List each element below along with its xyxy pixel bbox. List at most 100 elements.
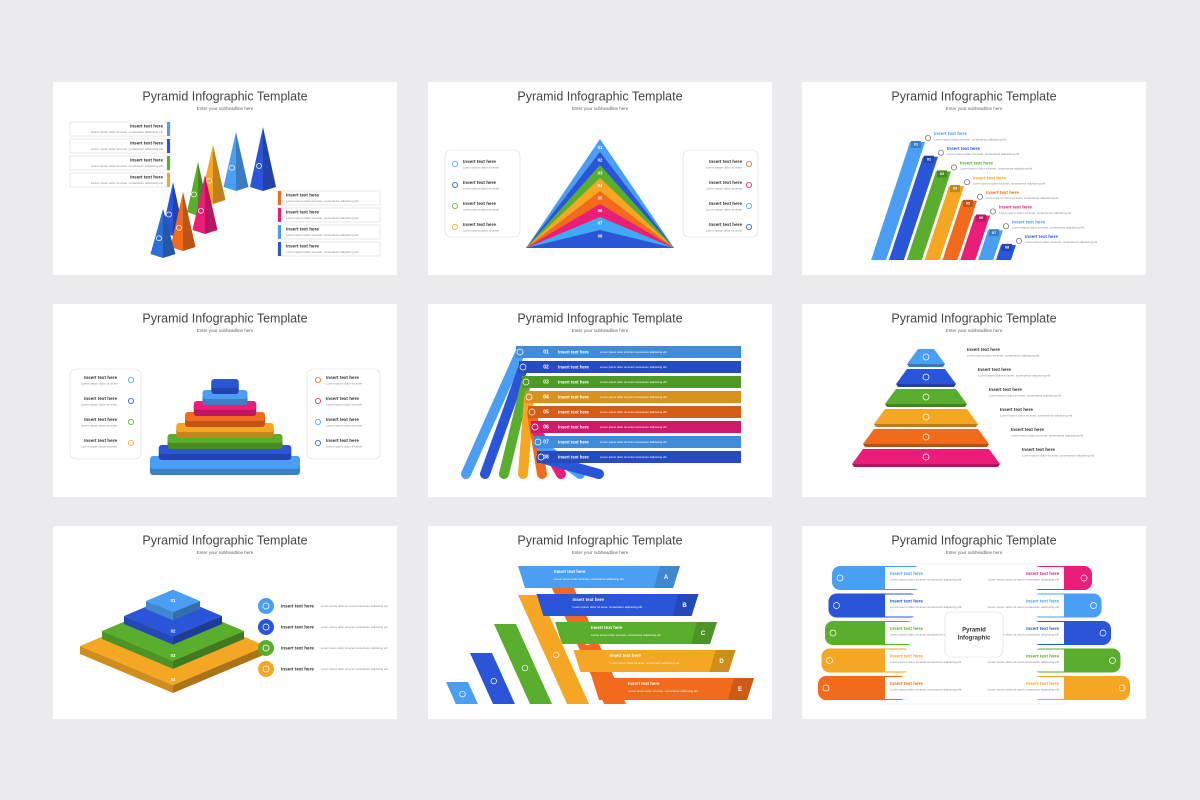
slanted-stroke <box>499 378 531 479</box>
item-heading: Insert text here <box>326 396 359 401</box>
item-heading: Insert text here <box>934 131 967 136</box>
item-text: Lorem ipsum dolor sit amet consectetur a… <box>321 667 388 671</box>
lettered-bar <box>573 650 736 672</box>
icon <box>229 164 235 171</box>
letter-cap <box>728 678 754 700</box>
slide: Pyramid Infographic Template Enter your s… <box>802 82 1146 275</box>
color-tab <box>278 191 281 205</box>
pyramid-tier <box>896 369 956 384</box>
item-heading: Insert text here <box>1025 234 1058 239</box>
item-heading: Insert text here <box>463 180 496 185</box>
step-right-body <box>1064 676 1084 700</box>
icon <box>451 182 458 189</box>
step-right-body <box>1064 648 1084 673</box>
layer-number: 02 <box>171 629 176 634</box>
slide-subtitle: Enter your subheadline here <box>572 106 629 111</box>
item-text: Lorem ipsum dolor sit amet consectetur a… <box>600 350 667 354</box>
text-box <box>69 368 142 460</box>
item-heading: Insert text here <box>1000 407 1033 412</box>
item-text: Lorem ipsum dolor sit amet, consectetur … <box>947 152 1019 156</box>
slide: Pyramid Infographic Template Enter your s… <box>802 526 1146 719</box>
slide: Pyramid Infographic Template Enter your s… <box>428 526 772 719</box>
icon <box>314 439 321 446</box>
layer-number: 06 <box>598 208 603 213</box>
text-box <box>444 149 521 238</box>
icon <box>922 453 930 461</box>
center-box <box>944 611 1004 658</box>
pyramid-face <box>223 132 236 191</box>
item-text: Lorem ipsum dolor sit amet, consectetur … <box>573 605 643 609</box>
bar-number: 01 <box>914 143 918 147</box>
slide: Pyramid Infographic Template Enter your s… <box>53 82 397 275</box>
bar-number: 04 <box>953 187 958 191</box>
item-heading: Insert text here <box>1026 626 1059 631</box>
item-text: Lorem ipsum dolor sit amet consectetur a… <box>600 425 667 429</box>
icon <box>262 623 270 631</box>
icon <box>925 135 932 142</box>
item-text: Lorem ipsum dolor sit amet, consectetur … <box>91 164 163 168</box>
bar-number: 06 <box>979 216 983 220</box>
item-text: Lorem ipsum dolor sit amet consectetur a… <box>890 687 962 691</box>
item-heading: Insert text here <box>890 654 923 659</box>
number-tag <box>963 199 973 207</box>
step-right-body <box>1064 621 1084 645</box>
icon <box>1118 684 1126 692</box>
icon <box>490 677 497 685</box>
bar <box>534 436 741 448</box>
step-left-body <box>864 593 885 618</box>
layer-side <box>102 631 173 669</box>
item-text: Lorem ipsum dolor sit amet consectetur a… <box>890 577 962 581</box>
item-text: Lorem ipsum dolor sit amet <box>706 228 742 232</box>
icon <box>521 664 529 672</box>
icon <box>963 179 970 186</box>
bar <box>525 391 741 403</box>
item-text: Lorem ipsum dolor sit amet <box>706 186 742 190</box>
item-heading: Insert text here <box>130 124 163 129</box>
item-text: Lorem ipsum dolor sit amet, consectetur … <box>554 577 624 581</box>
pyramid-tier <box>907 349 945 364</box>
slanted-stroke <box>461 348 525 479</box>
item-heading: Insert text here <box>1012 219 1045 224</box>
slanted-bar <box>446 682 478 704</box>
icon <box>206 177 212 184</box>
item-text: Lorem ipsum dolor sit amet consectetur a… <box>890 605 962 609</box>
item-text: Lorem ipsum dolor sit amet consectetur a… <box>600 365 667 369</box>
item-heading: Insert text here <box>286 244 319 249</box>
slide-title: Pyramid Infographic Template <box>142 311 307 325</box>
item-heading: Insert text here <box>281 625 314 630</box>
layer-side <box>173 631 244 669</box>
slide-subtitle: Enter your subheadline here <box>197 106 254 111</box>
center-label: Infographic <box>958 636 991 642</box>
item-text: Lorem ipsum dolor sit amet, consectetur … <box>960 167 1032 171</box>
icon <box>156 235 162 242</box>
item-heading: Insert text here <box>84 438 117 443</box>
item-text: Lorem ipsum dolor sit amet, consectetur … <box>989 393 1061 397</box>
icon <box>531 423 539 431</box>
item-text: Lorem ipsum dolor sit amet, consectetur … <box>1022 453 1094 457</box>
icon <box>826 657 833 664</box>
item-heading: Insert text here <box>286 227 319 232</box>
layer-number: 04 <box>171 677 176 682</box>
pyramid-face <box>213 145 226 204</box>
panel-strip <box>885 594 1064 617</box>
step-right-body <box>1064 566 1084 590</box>
number-tag <box>937 170 947 178</box>
item-text: Lorem ipsum dolor sit amet, consectetur … <box>1000 413 1072 417</box>
item-text: Lorem ipsum dolor sit amet, consectetur … <box>591 633 661 637</box>
center-label: Pyramid <box>962 628 986 634</box>
lettered-bar <box>536 594 699 616</box>
item-text: Lorem ipsum dolor sit amet, consectetur … <box>1012 225 1084 229</box>
item-text: Lorem ipsum dolor sit amet <box>706 165 742 169</box>
slanted-bar <box>906 171 951 260</box>
text-box <box>306 368 381 460</box>
pyramid-face <box>236 132 249 191</box>
item-heading: Insert text here <box>326 438 359 443</box>
tier-edge <box>907 364 945 367</box>
icon <box>534 438 542 446</box>
item-text: Lorem ipsum dolor sit amet <box>463 207 499 211</box>
bar-number: 05 <box>543 410 549 416</box>
item-text: Lorem ipsum dolor sit amet, consectetur … <box>610 661 680 665</box>
icon-circle <box>258 640 274 656</box>
icon <box>262 602 270 610</box>
item-heading: Insert text here <box>130 158 163 163</box>
